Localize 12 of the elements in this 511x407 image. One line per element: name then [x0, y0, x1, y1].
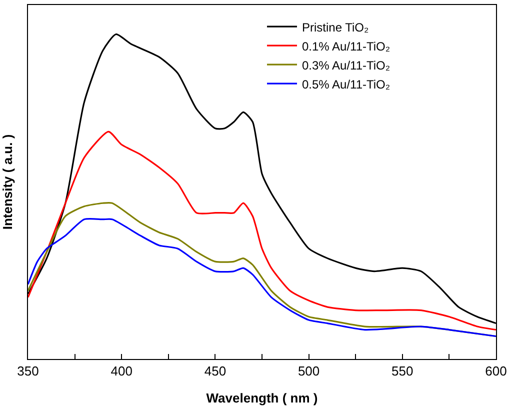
- legend-label: 0.1% Au/11-TiO₂: [302, 39, 390, 54]
- y-axis-title: Intensity ( a.u. ): [0, 134, 15, 230]
- legend-label: 0.5% Au/11-TiO₂: [302, 77, 390, 92]
- legend-label: Pristine TiO₂: [302, 20, 370, 34]
- x-axis-title: Wavelength ( nm ): [206, 390, 318, 406]
- x-tick-label: 400: [110, 364, 132, 379]
- x-tick-label: 550: [392, 364, 414, 379]
- x-tick-label: 450: [204, 364, 226, 379]
- x-tick-label: 500: [298, 364, 320, 379]
- x-tick-label: 350: [17, 364, 39, 379]
- x-tick-label: 600: [485, 364, 507, 379]
- legend-label: 0.3% Au/11-TiO₂: [302, 58, 390, 72]
